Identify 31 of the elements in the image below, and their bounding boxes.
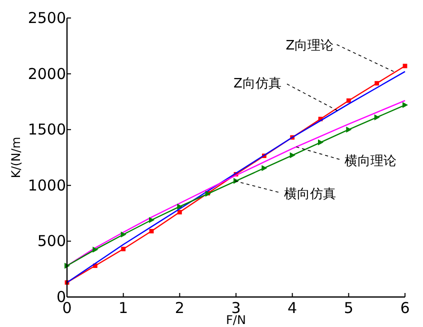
x-tick-label: 5 [344, 299, 354, 317]
x-tick-label: 6 [400, 299, 410, 317]
point [374, 114, 380, 120]
point [177, 204, 183, 210]
y-tick-label: 2000 [28, 64, 66, 83]
x-tick-label: 1 [118, 299, 128, 317]
y-tick-label: 2500 [28, 9, 66, 27]
point [402, 102, 408, 108]
point [121, 246, 126, 252]
annotation: 横向理论 [344, 154, 396, 169]
x-tick-label: 2 [174, 299, 184, 317]
y-axis-title: K/(N/m [9, 136, 23, 178]
y-tick-label: 500 [37, 232, 66, 250]
annotation: Z向仿真 [233, 76, 282, 92]
y-tick-label: 1500 [28, 120, 66, 139]
point [346, 98, 351, 103]
point [120, 232, 126, 238]
annotation: Z向理论 [286, 38, 334, 54]
point [290, 152, 296, 158]
x-tick-label: 4 [288, 299, 298, 317]
x-axis-title: F/N [226, 313, 246, 327]
point [346, 126, 352, 133]
point [149, 216, 154, 223]
point [92, 246, 98, 253]
y-tick-label: 1000 [28, 176, 66, 194]
point [374, 81, 380, 86]
point [149, 228, 154, 234]
point [318, 139, 324, 146]
annotation: 横向仿真 [284, 186, 336, 202]
point [177, 210, 182, 214]
point [262, 165, 268, 172]
